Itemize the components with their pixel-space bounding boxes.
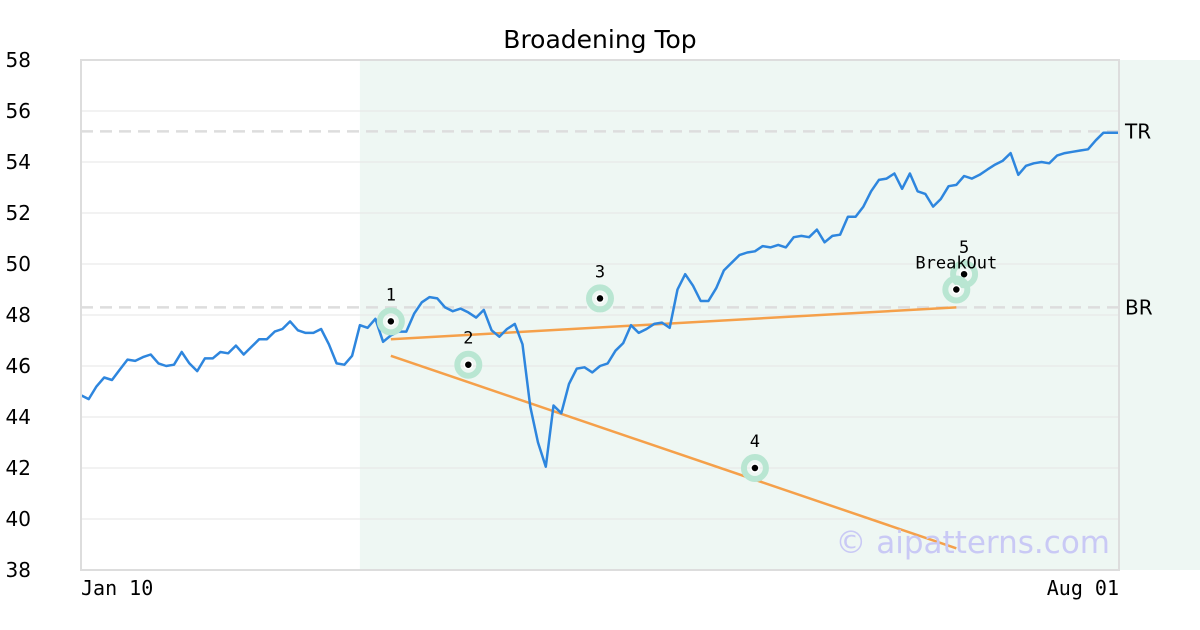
point-halo [942, 275, 971, 304]
x-tick-label: Jan 10 [81, 576, 153, 600]
watermark: © aipatterns.com [835, 525, 1110, 561]
point-breakout: BreakOut [915, 254, 997, 304]
y-tick-label: 48 [6, 303, 31, 327]
y-tick-label: 58 [6, 48, 31, 72]
point-halo [454, 350, 483, 379]
y-tick-label: 52 [6, 201, 31, 225]
point-label: 3 [595, 262, 605, 282]
point-label: 2 [463, 329, 473, 349]
y-tick-label: 50 [6, 252, 31, 276]
y-tick-label: 56 [6, 99, 31, 123]
point-halo [586, 284, 614, 313]
plot-frame [80, 59, 1120, 571]
point-3: 3 [586, 262, 614, 313]
y-tick-label: 46 [6, 354, 31, 378]
point-label: 4 [750, 432, 760, 452]
price-line [80, 131, 1119, 468]
point-halo [740, 454, 769, 482]
point-dot [386, 316, 396, 327]
point-label: BreakOut [915, 254, 997, 274]
point-label: 1 [386, 285, 396, 305]
point-dot [750, 463, 760, 473]
pattern-points: 12345BreakOutSuccess [376, 238, 997, 482]
point-dot [463, 359, 474, 370]
point-2: 2 [454, 329, 483, 379]
trendlines [390, 306, 957, 550]
point-halo [376, 307, 405, 336]
x-tick-label: Aug 01 [1047, 576, 1119, 600]
y-tick-label: 44 [6, 405, 31, 429]
y-tick-label: 54 [6, 150, 31, 174]
point-1: 1 [376, 285, 405, 336]
point-dot [595, 293, 605, 304]
lower-trendline [390, 354, 957, 550]
y-tick-label: 40 [6, 507, 31, 531]
reference-label-br: BR [1125, 295, 1153, 319]
y-tick-label: 42 [6, 456, 31, 480]
point-4: 4 [740, 432, 769, 482]
point-dot [951, 284, 962, 295]
y-tick-label: 38 [6, 558, 31, 582]
price-series [80, 131, 1119, 468]
reference-label-tr: TR [1124, 119, 1151, 143]
point-label: 5 [959, 238, 969, 258]
chart-title: Broadening Top [503, 25, 696, 54]
upper-trendline [390, 306, 957, 341]
